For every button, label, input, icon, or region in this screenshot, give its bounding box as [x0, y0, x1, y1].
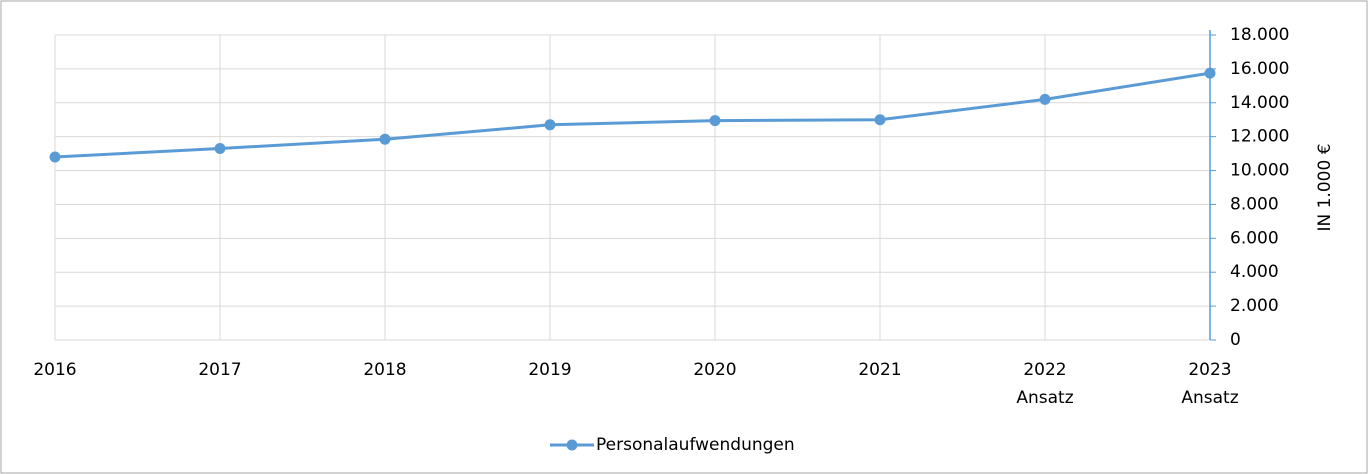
- y-tick-label: 12.000: [1230, 127, 1289, 147]
- data-point: [1039, 93, 1051, 105]
- y-tick-label: 18.000: [1230, 25, 1289, 45]
- series-line: [54, 71, 1211, 159]
- y-tick-label: 0: [1230, 330, 1241, 350]
- data-point: [544, 119, 556, 131]
- x-tick-label: 2017: [198, 360, 242, 380]
- y-tick-label: 16.000: [1230, 59, 1289, 79]
- x-tick-label: 2023 Ansatz: [1181, 360, 1239, 408]
- x-tick-label: 2019: [528, 360, 572, 380]
- y-tick-label: 8.000: [1230, 194, 1279, 214]
- y-tick-label: 10.000: [1230, 161, 1289, 181]
- y-axis-title: IN 1.000 €: [1315, 143, 1335, 231]
- x-tick-label: 2021: [858, 360, 902, 380]
- legend-marker: [566, 439, 578, 451]
- legend-label: Personalaufwendungen: [596, 435, 795, 455]
- y-tick-label: 6.000: [1230, 228, 1279, 248]
- y-tick-label: 4.000: [1230, 262, 1279, 282]
- data-point: [214, 143, 226, 155]
- x-tick-label: 2020: [693, 360, 737, 380]
- data-point: [49, 151, 61, 163]
- y-tick-label: 2.000: [1230, 296, 1279, 316]
- data-point: [709, 115, 721, 127]
- x-tick-label: 2016: [33, 360, 77, 380]
- data-point: [1204, 67, 1216, 79]
- y-tick-label: 14.000: [1230, 93, 1289, 113]
- x-tick-label: 2018: [363, 360, 407, 380]
- data-point: [874, 114, 886, 126]
- x-tick-label: 2022 Ansatz: [1016, 360, 1074, 408]
- data-point: [379, 133, 391, 145]
